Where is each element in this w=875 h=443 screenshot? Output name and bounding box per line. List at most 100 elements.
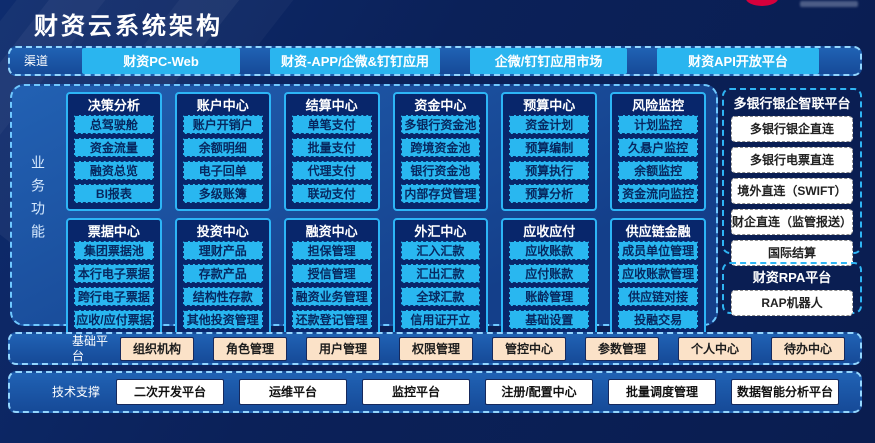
module-title: 资金中心: [414, 98, 467, 113]
channel-button: 企微/钉钉应用市场: [470, 48, 628, 74]
base-platform-item: 待办中心: [771, 336, 845, 361]
channel-buttons: 财资PC-Web 财资-APP/企微&钉钉应用 企微/钉钉应用市场 财资API开放平台: [82, 48, 820, 74]
module-item: 资金计划: [509, 115, 590, 134]
module-item: 预算执行: [509, 161, 590, 180]
module-items: 汇入汇款汇出汇款全球汇款信用证开立: [400, 241, 481, 329]
module-item: 跨行电子票据: [74, 287, 154, 306]
module-item: 融资总览: [74, 161, 154, 180]
multi-bank-item: 境外直连（SWIFT）: [731, 178, 853, 204]
module-item: 余额监控: [618, 161, 698, 180]
module-item: 计划监控: [618, 115, 698, 134]
multi-bank-panel: 多银行银企智联平台 多银行银企直连 多银行电票直连 境外直连（SWIFT） 财企直连（…: [722, 88, 862, 266]
base-platform-buttons: 组织机构 角色管理 用户管理 权限管理 管控中心 参数管理 个人中心 待办中心: [120, 336, 845, 361]
module-title: 风险监控: [632, 98, 685, 113]
rpa-panel: 财资RPA平台 RAP机器人: [722, 262, 862, 316]
module-item: 投融交易: [618, 310, 698, 329]
module-box: 应收应付应收账款 应付账款 账龄管理 基础设置: [501, 218, 598, 337]
module-box: 供应链金融 成员单位管理 应收账款管理 供应链对接 投融交易: [610, 218, 706, 337]
channel-label: 渠道: [24, 53, 49, 68]
tech-support-item: 数据智能分析平台: [731, 379, 840, 405]
module-title: 投资中心: [196, 224, 249, 239]
module-item: 多级账簿: [182, 184, 263, 203]
tech-support-item: 批量调度管理: [608, 379, 717, 405]
module-box: 风险监控计划监控 久悬户监控 余额监控 资金流向监控: [610, 92, 706, 211]
base-platform-item: 用户管理: [306, 336, 380, 361]
module-item: 应收账款管理: [618, 264, 698, 283]
module-item: 代理支付: [291, 161, 372, 180]
rpa-panel-title: 财资RPA平台: [752, 270, 832, 285]
base-platform-item: 管控中心: [492, 336, 566, 361]
module-item: 汇入汇款: [400, 241, 481, 260]
tech-support-label: 技术支撑: [52, 384, 101, 399]
module-title: 外汇中心: [414, 224, 467, 239]
base-platform-item: 组织机构: [120, 336, 194, 361]
module-box: 账户中心 账户开销户 余额明细 电子回单 多级账簿: [174, 92, 271, 211]
module-title: 融资中心: [305, 224, 358, 239]
module-box: 资金中心 多银行资金池 跨境资金池 银行资金池 内部存贷管理: [392, 92, 489, 211]
module-box: 预算中心资金计划预算编制预算执行预算分析: [501, 92, 598, 211]
module-item: 汇出汇款: [400, 264, 481, 283]
module-items: 成员单位管理 应收账款管理 供应链对接投融交易: [618, 241, 698, 329]
multi-bank-item: 多银行电票直连: [731, 147, 853, 173]
channel-bar: 渠道 财资PC-Web 财资-APP/企微&钉钉应用 企微/钉钉应用市场 财资API开…: [8, 46, 862, 76]
module-item: 成员单位管理: [618, 241, 698, 260]
module-items: 应收账款 应付账款 账龄管理 基础设置: [509, 241, 590, 329]
multi-bank-item: 财企直连（监管报送）: [731, 209, 853, 235]
module-title: 预算中心: [523, 98, 576, 113]
business-functions-panel: 业务功能 决策分析 总驾驶舱 资金流量 融资总览 BI报表 账户中心 账户开销户 余额明细 电子…: [10, 84, 718, 337]
tech-support-bar: 技术支撑 二次开发平台 运维平台 监控平台 注册/配置中心 批量调度管理 数据智能分析平台: [8, 371, 862, 413]
base-platform-item: 权限管理: [399, 336, 473, 361]
module-item: 银行资金池: [400, 161, 481, 180]
module-item: 还款登记管理: [291, 310, 372, 329]
module-item: 内部存贷管理: [400, 184, 481, 203]
module-item: 融资业务管理: [291, 287, 372, 306]
module-item: 供应链对接: [618, 287, 698, 306]
module-item: 总驾驶舱: [74, 115, 154, 134]
module-items: 多银行资金池 跨境资金池 银行资金池 内部存贷管理: [400, 115, 481, 203]
tech-support-item: 监控平台: [362, 379, 471, 405]
module-box: 结算中心 单笔支付 批量支付 代理支付 联动支付: [283, 92, 380, 211]
brand-text-faint: [800, 1, 858, 7]
module-item: 信用证开立: [400, 310, 481, 329]
multi-bank-item: 国际结算: [731, 240, 853, 266]
tech-support-item: 二次开发平台: [116, 379, 225, 405]
module-items: 担保管理 授信管理 融资业务管理 还款登记管理: [291, 241, 372, 329]
module-item: 应收/应付票据: [74, 310, 154, 329]
business-functions-label: 业务功能: [30, 154, 46, 247]
tech-support-item: 运维平台: [239, 379, 348, 405]
brand-logo-icon: [746, 0, 778, 6]
module-title: 账户中心: [196, 98, 249, 113]
base-platform-item: 参数管理: [585, 336, 659, 361]
module-item: 余额明细: [182, 138, 263, 157]
module-items: 账户开销户 余额明细 电子回单 多级账簿: [182, 115, 263, 203]
multi-bank-panel-title: 多银行银企智联平台: [733, 96, 851, 111]
page-title: 财资云系统架构: [34, 13, 223, 40]
module-items: 集团票据池 本行电子票据 跨行电子票据 应收/应付票据: [74, 241, 154, 329]
module-item: 结构性存款: [182, 287, 263, 306]
tech-support-item: 注册/配置中心: [485, 379, 594, 405]
channel-button: 财资API开放平台: [657, 48, 820, 74]
module-box: 融资中心担保管理 授信管理 融资业务管理 还款登记管理: [283, 218, 380, 337]
modules-grid: 决策分析 总驾驶舱 资金流量 融资总览 BI报表 账户中心 账户开销户 余额明细 电子回单 多级账…: [64, 86, 716, 337]
module-item: 电子回单: [182, 161, 263, 180]
module-item: 基础设置: [509, 310, 590, 329]
rpa-item: RAP机器人: [731, 290, 853, 316]
rpa-panel-items: RAP机器人: [731, 290, 853, 316]
module-item: 应收账款: [509, 241, 590, 260]
module-item: 其他投资管理: [182, 310, 263, 329]
module-item: 集团票据池: [74, 241, 154, 260]
module-item: 预算编制: [509, 138, 590, 157]
base-platform-label: 基础平台: [72, 333, 109, 363]
module-items: 总驾驶舱 资金流量 融资总览 BI报表: [74, 115, 154, 203]
module-item: 存款产品: [182, 264, 263, 283]
module-item: 批量支付: [291, 138, 372, 157]
module-box: 决策分析 总驾驶舱 资金流量 融资总览 BI报表: [66, 92, 162, 211]
module-title: 应收应付: [523, 224, 576, 239]
module-item: 资金流量: [74, 138, 154, 157]
module-item: 联动支付: [291, 184, 372, 203]
module-item: 多银行资金池: [400, 115, 481, 134]
module-item: 全球汇款: [400, 287, 481, 306]
module-item: 预算分析: [509, 184, 590, 203]
base-platform-bar: 基础平台 组织机构 角色管理 用户管理 权限管理 管控中心 参数管理 个人中心 待办中心: [8, 332, 862, 365]
module-items: 计划监控 久悬户监控 余额监控 资金流向监控: [618, 115, 698, 203]
